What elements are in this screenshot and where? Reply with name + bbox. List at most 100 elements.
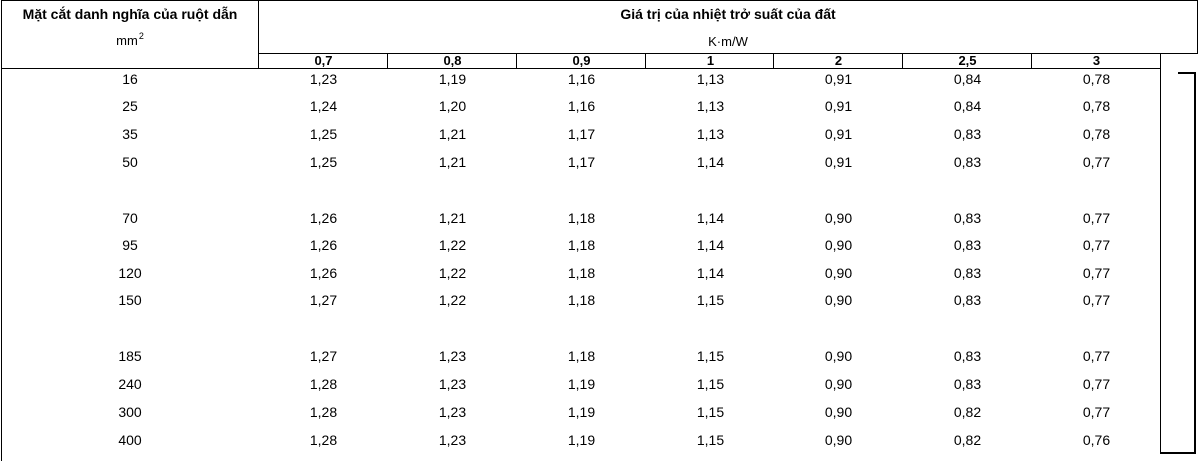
header-bottom-line [1,68,1161,69]
value-cell: 0,84 [953,98,982,114]
header-section-title: Mặt cắt danh nghĩa của ruột dẫn [22,6,238,22]
value-cell: 1,15 [696,348,725,364]
value-cell: 1,15 [696,432,725,448]
header-section-unit-wrap: mm2 [2,31,258,48]
value-cell: 0,77 [1082,265,1111,281]
value-cell: 1,13 [696,126,725,142]
value-cell: 0,82 [953,404,982,420]
body-right-bar-thick [1194,72,1196,453]
column-header: 1 [706,53,715,68]
value-cell: 1,15 [696,376,725,392]
value-cell: 0,76 [1082,432,1111,448]
value-cell: 1,19 [567,432,596,448]
value-cell: 1,16 [567,71,596,87]
value-cell: 1,23 [438,376,467,392]
value-cell: 1,23 [438,404,467,420]
value-cell: 0,83 [953,348,982,364]
header-resistivity-title: Giá trị của nhiệt trở suất của đất [620,6,836,22]
value-cell: 1,15 [696,292,725,308]
value-cell: 0,90 [824,376,853,392]
value-cell: 1,28 [309,404,338,420]
value-cell: 1,21 [438,154,467,170]
value-cell: 1,20 [438,98,467,114]
column-header: 0,7 [314,53,333,68]
table-row: 95 1,26 1,22 1,18 1,14 0,90 0,83 0,77 [0,237,1160,257]
table-row: 35 1,25 1,21 1,17 1,13 0,91 0,83 0,78 [0,126,1160,146]
section-cell: 50 [122,154,138,170]
section-cell: 95 [122,237,138,253]
column-header: 2 [834,53,843,68]
value-cell: 1,14 [696,265,725,281]
value-cell: 1,23 [309,71,338,87]
header-section-unit-superscript: 2 [138,31,144,41]
value-cell: 1,14 [696,210,725,226]
col-divider [902,54,903,68]
value-cell: 0,77 [1082,154,1111,170]
body-left-border [1,68,2,461]
value-cell: 1,18 [567,348,596,364]
section-cell: 150 [118,292,142,308]
value-cell: 0,78 [1082,126,1111,142]
value-cell: 1,23 [438,348,467,364]
value-cell: 1,26 [309,265,338,281]
value-cell: 0,83 [953,237,982,253]
table-row: 240 1,28 1,23 1,19 1,15 0,90 0,83 0,77 [0,376,1160,396]
value-cell: 1,27 [309,348,338,364]
value-cell: 0,84 [953,71,982,87]
header-resistivity-cell: Giá trị của nhiệt trở suất của đất K·m/W [259,0,1198,54]
value-cell: 1,22 [438,265,467,281]
value-cell: 0,78 [1082,71,1111,87]
value-cell: 1,25 [309,154,338,170]
value-cell: 0,83 [953,126,982,142]
value-cell: 1,23 [438,432,467,448]
value-cell: 0,77 [1082,237,1111,253]
value-cell: 1,14 [696,237,725,253]
value-cell: 0,91 [824,98,853,114]
col-divider [645,54,646,68]
table-row: 25 1,24 1,20 1,16 1,13 0,91 0,84 0,78 [0,98,1160,118]
section-cell: 240 [118,376,142,392]
value-cell: 1,18 [567,292,596,308]
column-header: 2,5 [958,53,977,68]
value-cell: 1,17 [567,154,596,170]
value-cell: 0,83 [953,210,982,226]
value-cell: 1,17 [567,126,596,142]
value-cell: 0,82 [953,432,982,448]
value-cell: 1,22 [438,237,467,253]
header-section-unit: mm [116,33,138,48]
section-cell: 120 [118,265,142,281]
table-row: 400 1,28 1,23 1,19 1,15 0,90 0,82 0,76 [0,432,1160,452]
value-cell: 0,78 [1082,98,1111,114]
value-cell: 0,91 [824,154,853,170]
section-cell: 35 [122,126,138,142]
value-cell: 1,24 [309,98,338,114]
value-cell: 1,18 [567,265,596,281]
header-section-cell: Mặt cắt danh nghĩa của ruột dẫn mm2 [1,0,259,68]
col-divider [1160,54,1161,68]
value-cell: 0,90 [824,348,853,364]
value-cell: 1,18 [567,210,596,226]
value-cell: 0,77 [1082,376,1111,392]
value-cell: 0,90 [824,432,853,448]
value-cell: 1,27 [309,292,338,308]
body-right-bar-top [1178,72,1196,74]
value-cell: 0,83 [953,154,982,170]
value-cell: 0,90 [824,292,853,308]
col-divider [1031,54,1032,68]
table-row: 70 1,26 1,21 1,18 1,14 0,90 0,83 0,77 [0,210,1160,230]
value-cell: 1,21 [438,210,467,226]
value-cell: 1,14 [696,154,725,170]
table-row: 50 1,25 1,21 1,17 1,14 0,91 0,83 0,77 [0,154,1160,174]
value-cell: 1,28 [309,376,338,392]
value-cell: 0,90 [824,210,853,226]
section-cell: 16 [122,71,138,87]
column-header: 0,8 [443,53,462,68]
column-header: 3 [1092,53,1101,68]
value-cell: 1,19 [438,71,467,87]
value-cell: 0,91 [824,126,853,142]
body-right-bar [1160,68,1161,453]
value-cell: 1,18 [567,237,596,253]
table-row: 185 1,27 1,23 1,18 1,15 0,90 0,83 0,77 [0,348,1160,368]
value-cell: 1,13 [696,71,725,87]
